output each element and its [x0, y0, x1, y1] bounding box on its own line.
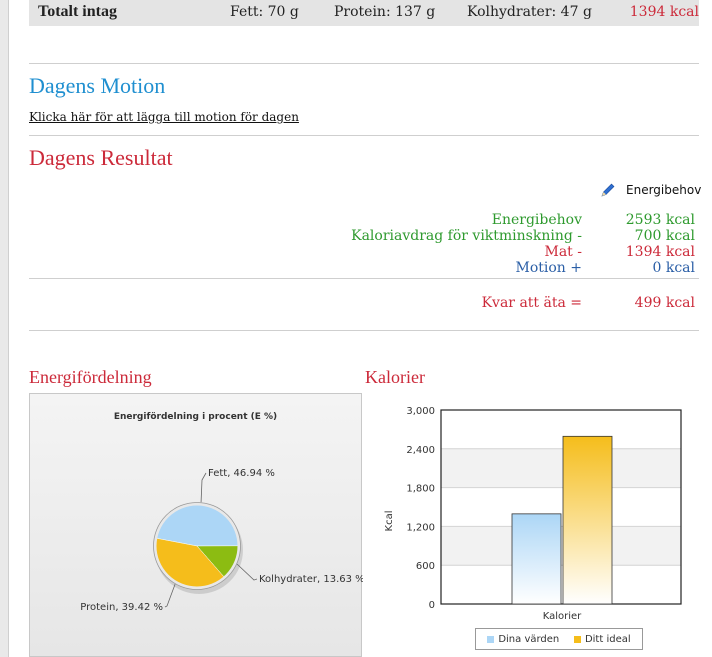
pie-slice-fett	[155, 503, 240, 547]
pie-leader-line	[236, 563, 258, 581]
calc-row-energy-need: Energibehov 2593 kcal	[29, 212, 699, 228]
pie-chart-panel: Energifördelning i procent (E %) Fett, 4…	[29, 393, 363, 657]
exercise-heading: Dagens Motion	[29, 73, 166, 98]
calc-label: Kaloriavdrag för viktminskning -	[351, 228, 582, 244]
add-exercise-link[interactable]: Klicka här för att lägga till motion för…	[29, 110, 299, 124]
totals-protein: Protein: 137 g	[334, 4, 436, 20]
pie-outline	[153, 502, 241, 590]
calories-heading: Kalorier	[365, 367, 425, 387]
y-axis-label: Kcal	[384, 511, 395, 532]
pencil-icon	[601, 183, 615, 197]
y-tick-label: 3,000	[406, 406, 435, 417]
edit-energy-need-button[interactable]: Energibehov	[600, 182, 701, 198]
energy-distribution-heading: Energifördelning	[29, 367, 152, 387]
remaining-value: 499 kcal	[634, 295, 695, 311]
legend-swatch	[487, 635, 495, 643]
calc-label: Mat -	[544, 244, 583, 260]
calc-value: 1394 kcal	[625, 244, 695, 260]
calc-value: 700 kcal	[634, 228, 695, 244]
pie-leader-line	[164, 584, 176, 608]
legend-label: Ditt ideal	[584, 633, 631, 645]
legend-swatch	[573, 635, 581, 643]
legend-label: Dina värden	[498, 633, 560, 645]
calc-label: Motion +	[515, 260, 583, 276]
bar-chart-legend: Dina värden Ditt ideal	[475, 628, 643, 650]
grid-band	[441, 448, 681, 488]
totals-kcal: 1394 kcal	[629, 4, 699, 20]
legend-item: Ditt ideal	[573, 633, 631, 645]
divider	[29, 63, 699, 64]
x-tick-label: Kalorier	[543, 611, 582, 622]
pie-slice-label: Protein, 39.42 %	[80, 602, 163, 613]
calc-value: 0 kcal	[652, 260, 695, 276]
bar-dina-varden	[511, 513, 562, 605]
divider	[29, 330, 699, 331]
pie-chart: Fett, 46.94 % Kolhydrater, 13.63 % Protein…	[80, 468, 363, 613]
pie-chart-title: Energifördelning i procent (E %)	[113, 412, 278, 422]
y-tick-label: 1,800	[406, 484, 435, 495]
bar-chart: 0 600 1,200 1,800 2,400 3,000 Kalorier Kcal	[384, 406, 682, 622]
left-border	[0, 0, 9, 657]
y-tick-label: 600	[416, 561, 435, 572]
calc-row-exercise: Motion + 0 kcal	[29, 260, 699, 276]
edit-energy-need-label: Energibehov	[626, 183, 702, 197]
pie-ring	[153, 502, 241, 590]
legend-item: Dina värden	[487, 634, 559, 645]
grid-band	[441, 410, 681, 449]
calc-label: Energibehov	[491, 212, 582, 228]
divider	[29, 135, 699, 136]
calc-row-food: Mat - 1394 kcal	[29, 244, 699, 260]
bar-ditt-ideal	[562, 435, 613, 605]
y-tick-label: 1,200	[406, 522, 435, 533]
calc-row-deficit: Kaloriavdrag för viktminskning - 700 kca…	[29, 228, 699, 244]
calc-value: 2593 kcal	[625, 212, 695, 228]
calc-row-remaining: Kvar att äta = 499 kcal	[29, 295, 699, 311]
pie-leader-line	[200, 472, 207, 503]
pie-slice-label: Fett, 46.94 %	[208, 468, 275, 479]
pie-slice-label: Kolhydrater, 13.63 %	[259, 574, 363, 585]
totals-bar: Totalt intag Fett: 70 g Protein: 137 g K…	[29, 0, 699, 26]
result-heading: Dagens Resultat	[29, 145, 173, 170]
totals-title: Totalt intag	[38, 3, 117, 20]
y-tick-label: 2,400	[406, 445, 435, 456]
divider	[29, 278, 699, 279]
y-tick-label: 0	[429, 600, 435, 611]
totals-fat: Fett: 70 g	[230, 4, 299, 20]
remaining-label: Kvar att äta =	[481, 295, 582, 311]
totals-carbs: Kolhydrater: 47 g	[467, 4, 592, 20]
